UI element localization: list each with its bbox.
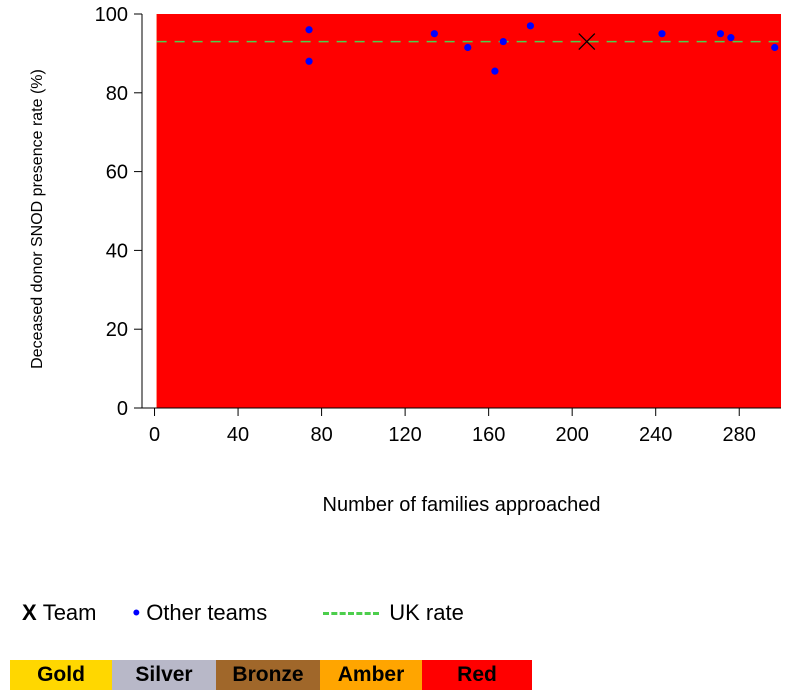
other-team-point [771,43,779,52]
team-point [578,33,596,51]
dashed-line-icon [323,611,380,615]
band-bronze: Bronze [216,660,320,690]
x-tick-label: 120 [388,424,421,446]
x-axis-title: Number of families approached [323,494,601,516]
team-marker-stroke [578,33,596,51]
y-tick-label: 60 [106,162,128,184]
other-team-point [526,22,535,30]
dot-icon: • [132,600,141,625]
legend: X Team • Other teams UK rate [22,598,464,628]
other-team-point [430,30,438,38]
y-axis-title: Deceased donor SNOD presence rate (%) [29,69,46,369]
y-tick-label: 20 [106,319,128,341]
band-red: Red [422,660,532,690]
y-tick-label: 80 [106,83,128,105]
y-tick-label: 40 [106,240,128,262]
x-tick-label: 40 [227,424,249,446]
x-tick-label: 160 [472,424,505,446]
legend-other-teams: • Other teams [132,600,267,626]
band-silver: Silver [112,660,216,690]
legend-uk-rate-label: UK rate [389,600,464,625]
band-amber: Amber [320,660,422,690]
x-tick-label: 240 [639,424,672,446]
y-tick-label: 0 [117,398,128,420]
band-area-red-fill [156,73,781,408]
other-team-point [499,37,507,46]
band-gold: Gold [10,660,112,690]
legend-uk-rate: UK rate [323,600,464,626]
team-marker-icon: X [22,600,37,625]
other-team-point [658,30,666,38]
x-tick-label: 80 [310,424,332,446]
legend-other-teams-label: Other teams [146,600,268,625]
x-tick-label: 280 [723,424,756,446]
x-tick-label: 0 [149,424,160,446]
other-team-point [727,34,735,42]
x-tick-label: 200 [555,424,588,446]
other-team-point [305,57,313,65]
legend-team: X Team [22,600,96,626]
plot-area [156,14,781,408]
band-legend: Gold Silver Bronze Amber Red [10,660,532,690]
other-team-point [305,26,313,34]
axes: 0 40 80 120 160 200 240 280 0 20 40 60 80 100 Number o… [29,4,781,516]
other-team-point [491,67,499,75]
other-team-point [716,30,725,38]
other-team-point [464,43,472,52]
legend-team-label: Team [42,600,97,625]
y-tick-label: 100 [95,4,128,26]
